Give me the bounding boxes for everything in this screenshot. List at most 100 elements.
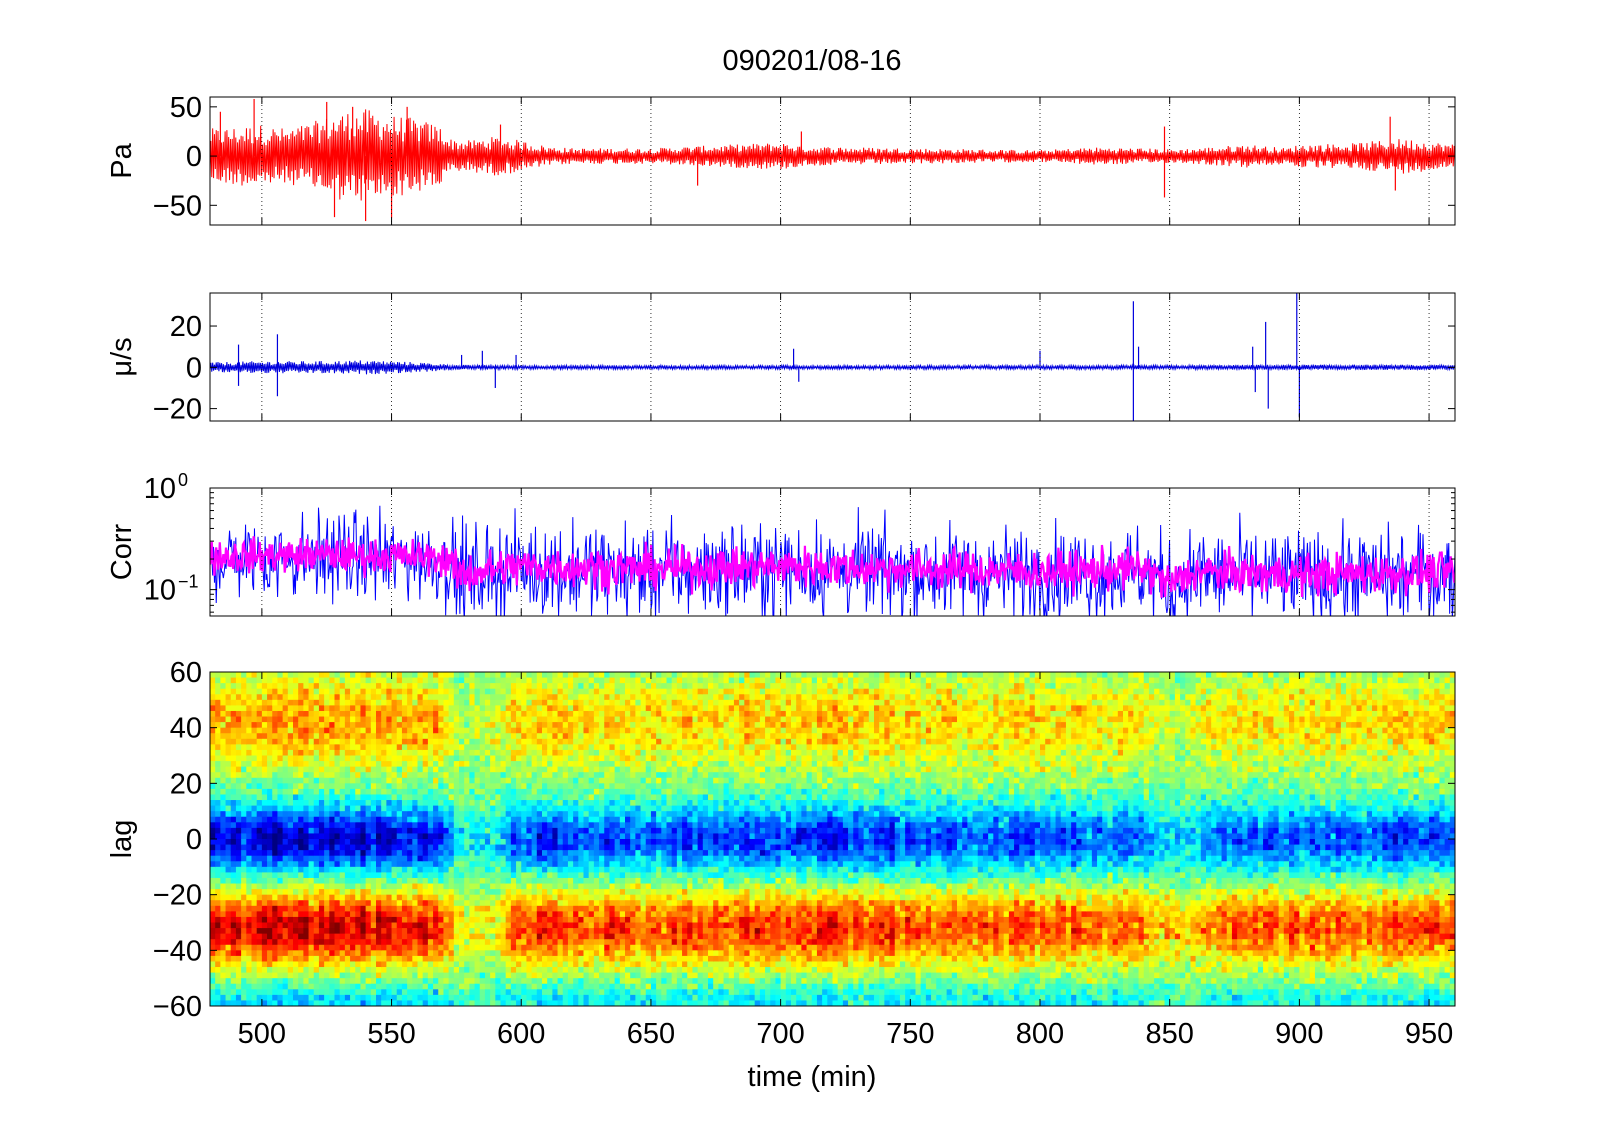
heatmap-cell [417, 705, 424, 712]
heatmap-cell [386, 861, 393, 868]
heatmap-cell [324, 916, 330, 924]
heatmap-cell [350, 883, 356, 890]
heatmap-cell [567, 994, 574, 1002]
heatmap-cell [329, 944, 336, 951]
heatmap-cell [256, 916, 263, 924]
heatmap-cell [562, 705, 569, 712]
heatmap-cell [542, 839, 548, 846]
heatmap-cell [443, 716, 450, 723]
heatmap-cell [267, 705, 273, 712]
heatmap-cell [241, 955, 247, 963]
heatmap-cell [593, 905, 600, 912]
heatmap-cell [235, 699, 242, 706]
heatmap-cell [427, 955, 434, 963]
heatmap-cell [235, 805, 242, 812]
heatmap-cell [599, 922, 605, 929]
heatmap-cell [500, 744, 507, 751]
heatmap-cell [552, 766, 559, 773]
heatmap-cell [526, 900, 533, 907]
heatmap-cell [407, 933, 413, 940]
heatmap-cell [381, 683, 387, 690]
heatmap-cell [464, 894, 470, 901]
heatmap-cell [521, 800, 528, 807]
heatmap-cell [339, 850, 346, 857]
heatmap-cell [459, 928, 465, 935]
heatmap-cell [235, 989, 242, 996]
heatmap-cell [241, 972, 247, 979]
heatmap-cell [484, 705, 491, 712]
heatmap-cell [225, 967, 232, 974]
heatmap-cell [365, 900, 372, 907]
heatmap-cell [339, 861, 346, 868]
heatmap-cell [609, 755, 616, 762]
heatmap-cell [215, 900, 221, 907]
heatmap-cell [334, 967, 341, 974]
heatmap-cell [433, 983, 439, 990]
heatmap-cell [552, 722, 559, 729]
heatmap-cell [313, 916, 320, 924]
heatmap-cell [427, 905, 434, 912]
heatmap-cell [246, 883, 253, 890]
heatmap-cell [350, 816, 356, 823]
heatmap-cell [495, 699, 502, 706]
heatmap-cell [293, 788, 299, 796]
heatmap-cell [469, 683, 476, 690]
heatmap-cell [609, 872, 616, 879]
heatmap-cell [303, 861, 310, 868]
heatmap-cell [599, 827, 605, 835]
heatmap-cell [391, 922, 398, 929]
heatmap-cell [547, 705, 553, 712]
heatmap-cell [396, 994, 403, 1002]
heatmap-cell [386, 928, 393, 935]
heatmap-cell [604, 894, 611, 901]
heatmap-cell [567, 822, 574, 829]
heatmap-cell [531, 961, 538, 968]
heatmap-cell [412, 855, 419, 862]
heatmap-cell [324, 900, 330, 907]
heatmap-cell [609, 811, 616, 818]
heatmap-cell [298, 978, 304, 985]
heatmap-cell [256, 744, 263, 751]
heatmap-cell [433, 777, 439, 784]
heatmap-cell [567, 877, 574, 885]
heatmap-cell [318, 694, 325, 701]
heatmap-cell [313, 766, 320, 773]
heatmap-cell [287, 928, 294, 935]
heatmap-cell [334, 705, 341, 712]
heatmap-cell [619, 839, 626, 846]
heatmap-cell [619, 738, 626, 745]
heatmap-cell [334, 850, 341, 857]
heatmap-cell [230, 967, 237, 974]
heatmap-cell [329, 839, 336, 846]
heatmap-cell [355, 839, 362, 846]
heatmap-cell [215, 699, 221, 706]
heatmap-cell [391, 900, 398, 907]
heatmap-cell [427, 894, 434, 901]
heatmap-cell [225, 883, 232, 890]
heatmap-cell [516, 783, 522, 790]
heatmap-cell [453, 900, 460, 907]
heatmap-cell [396, 794, 403, 801]
heatmap-cell [609, 877, 616, 885]
heatmap-cell [308, 716, 315, 723]
heatmap-cell [573, 972, 579, 979]
heatmap-cell [277, 788, 284, 796]
heatmap-cell [573, 955, 579, 963]
heatmap-cell [427, 889, 434, 896]
heatmap-cell [220, 989, 227, 996]
heatmap-cell [531, 894, 538, 901]
heatmap-cell [334, 928, 341, 935]
heatmap-cell [583, 738, 590, 745]
heatmap-cell [235, 839, 242, 846]
heatmap-cell [277, 722, 284, 729]
heatmap-cell [396, 900, 403, 907]
heatmap-cell [391, 683, 398, 690]
heatmap-cell [588, 800, 595, 807]
heatmap-cell [583, 766, 590, 773]
heatmap-cell [516, 772, 522, 779]
heatmap-cell [210, 744, 216, 751]
heatmap-cell [500, 788, 507, 796]
heatmap-cell [453, 800, 460, 807]
heatmap-cell [614, 733, 621, 740]
heatmap-cell [267, 844, 273, 851]
